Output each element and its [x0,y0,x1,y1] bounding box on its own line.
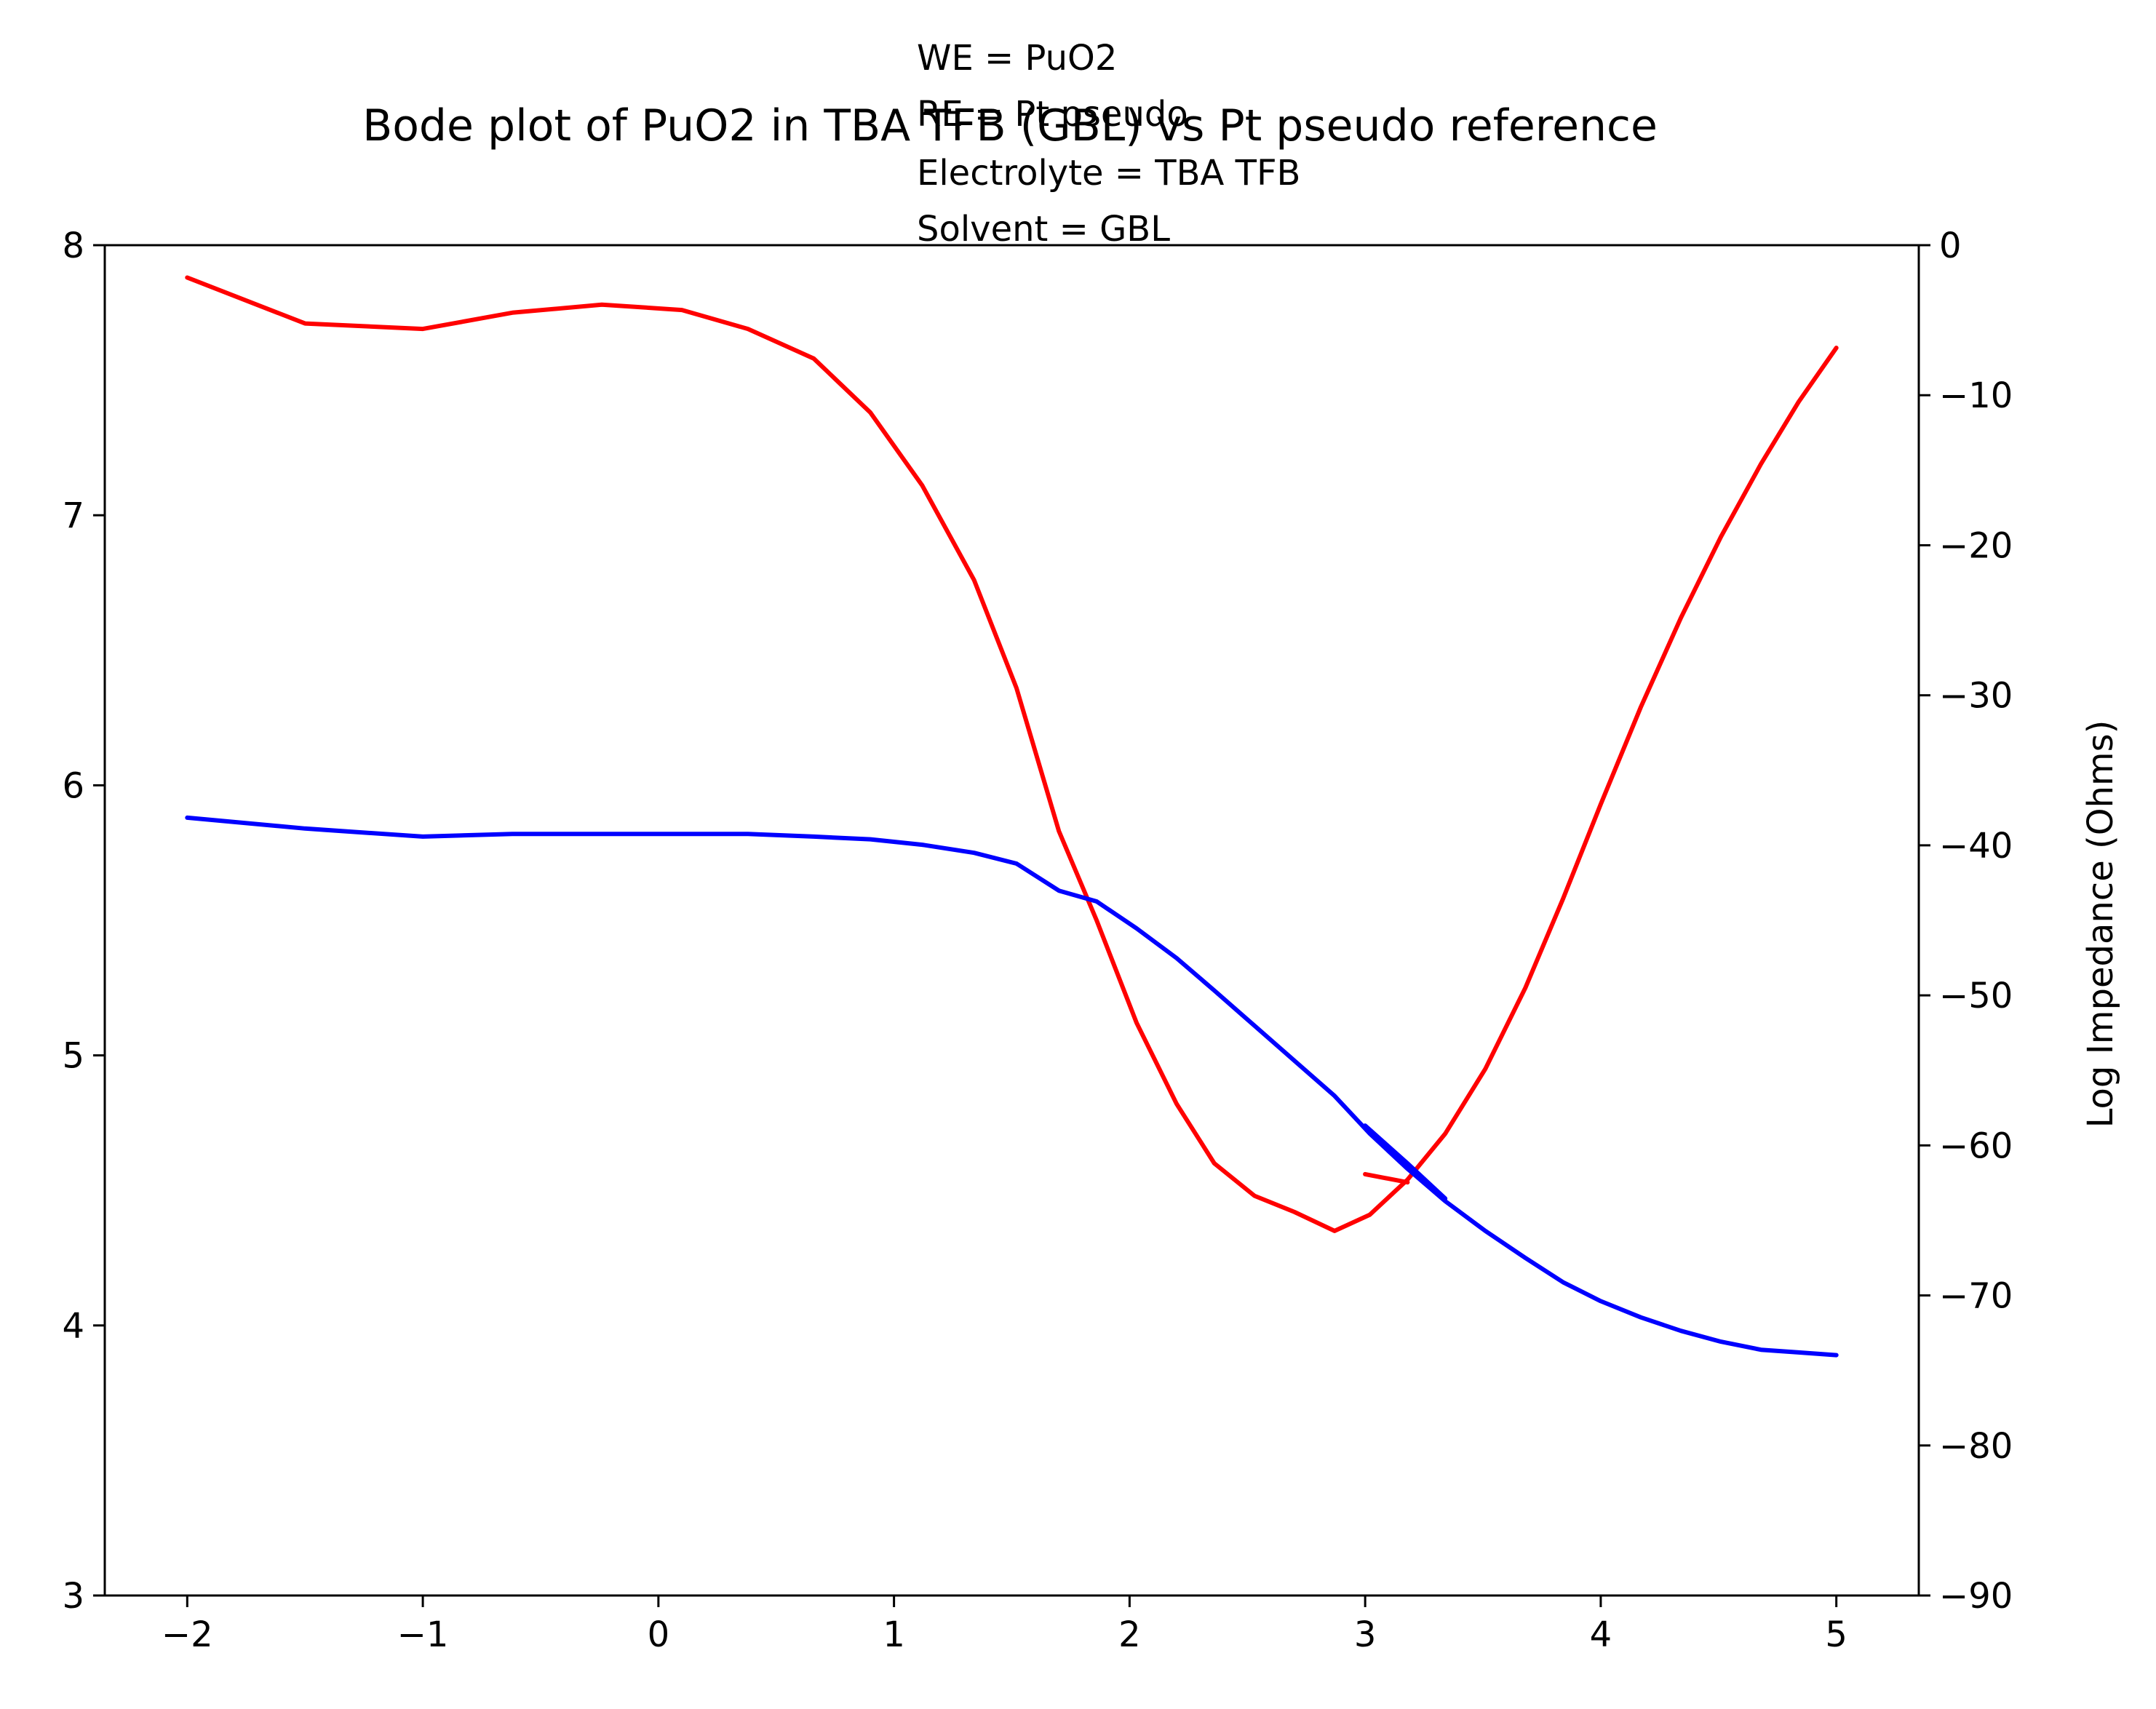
x-tick-label: 1 [883,1614,905,1655]
y-left-tick-label: 3 [62,1576,84,1617]
y-axis-right-label: Log Impedance (Ohms) [2080,720,2121,1128]
y-right-tick-label: −90 [1939,1576,2013,1617]
y-right-tick-label: −60 [1939,1126,2013,1166]
series-line-1 [1363,1171,1410,1185]
chart-title: Bode plot of PuO2 in TBA TFB (GBL) vs Pt… [362,100,1658,151]
series-line-0 [185,275,1839,1233]
x-tick-label: −2 [162,1614,213,1655]
y-right-tick-label: 0 [1939,226,1962,266]
series-line-2 [185,815,1839,1358]
y-right-tick-label: −70 [1939,1276,2013,1317]
annotation-line-we: WE = PuO2 [917,38,1117,79]
y-right-tick-label: −10 [1939,375,2013,416]
x-tick-label: 5 [1825,1614,1847,1655]
y-right-tick-label: −40 [1939,826,2013,867]
series-layer [185,275,1839,1358]
plot-area [103,244,1920,1597]
y-left-tick-label: 8 [62,226,84,266]
y-left-tick-label: 4 [62,1306,84,1347]
series-line-3 [1363,1123,1448,1201]
plot-frame [103,244,1920,1597]
x-tick-label: 2 [1118,1614,1141,1655]
y-left-tick-label: 5 [62,1036,84,1077]
x-tick-label: 3 [1354,1614,1377,1655]
y-axis-left: 3 4 5 6 7 8 [62,226,105,1617]
y-right-tick-label: −50 [1939,976,2013,1016]
y-axis-right: 0 −10 −20 −30 −40 −50 −60 −70 −80 −90 [1919,226,2013,1617]
y-left-tick-label: 6 [62,765,84,806]
annotation-line-electrolyte: Electrolyte = TBA TFB [917,153,1300,194]
annotation-block: WE = PuO2 RE = Pt pseudo Electrolyte = T… [917,38,1300,250]
y-left-tick-label: 7 [62,495,84,536]
y-right-tick-label: −20 [1939,525,2013,566]
y-right-tick-label: −30 [1939,676,2013,717]
y-right-tick-label: −80 [1939,1426,2013,1467]
x-tick-label: 4 [1590,1614,1612,1655]
x-axis: −2 −1 0 1 2 3 4 5 [162,1596,1847,1655]
annotation-line-solvent: Solvent = GBL [917,209,1170,250]
annotation-line-re: RE = Pt pseudo [917,94,1188,135]
x-tick-label: 0 [648,1614,670,1655]
x-tick-label: −1 [397,1614,449,1655]
